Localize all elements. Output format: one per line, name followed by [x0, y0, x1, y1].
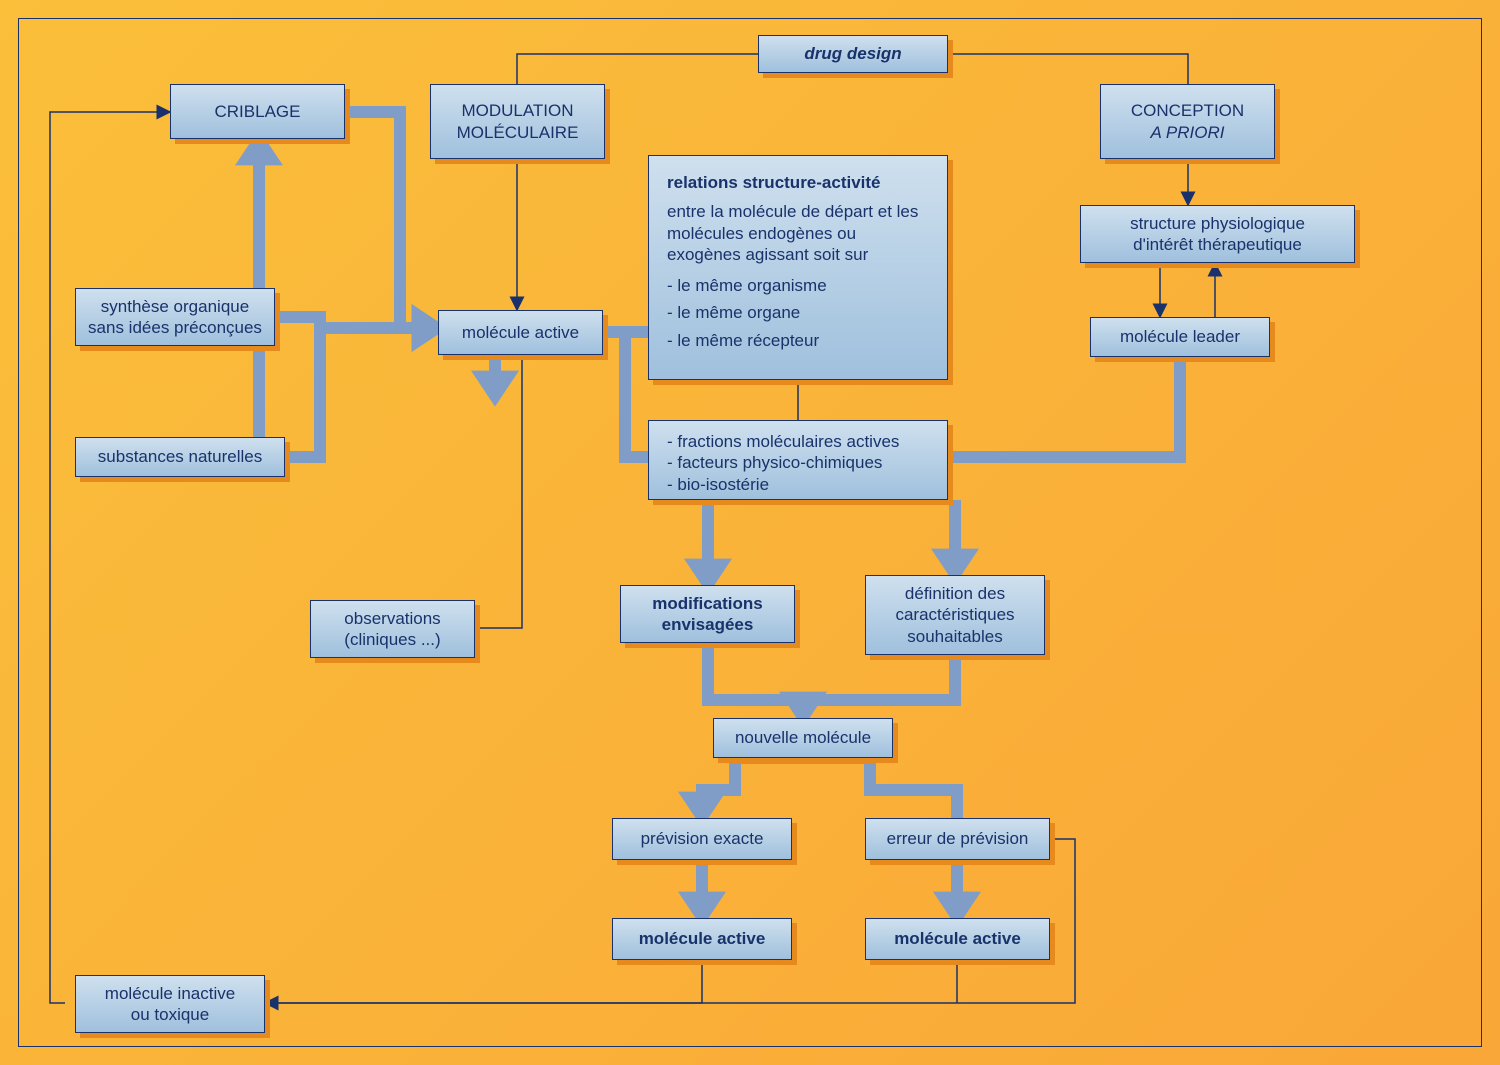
node-modifications: modifications envisagées [620, 585, 795, 643]
label: nouvelle molécule [735, 727, 871, 748]
label: erreur de prévision [887, 828, 1029, 849]
label: synthèse organique sans idées préconçues [88, 296, 262, 339]
node-molecule-inactive: molécule inactive ou toxique [75, 975, 265, 1033]
node-synthese: synthèse organique sans idées préconçues [75, 288, 275, 346]
node-relations: relations structure-activité entre la mo… [648, 155, 948, 380]
item: - bio-isostérie [667, 474, 929, 495]
label: drug design [804, 43, 901, 64]
label: MODULATION MOLÉCULAIRE [457, 100, 579, 143]
node-substances: substances naturelles [75, 437, 285, 477]
item: - fractions moléculaires actives [667, 431, 929, 452]
node-molecule-leader: molécule leader [1090, 317, 1270, 357]
label: définition des caractéristiques souhaita… [895, 583, 1014, 647]
node-prevision-exacte: prévision exacte [612, 818, 792, 860]
item: - le même organisme [667, 275, 929, 296]
node-criblage: CRIBLAGE [170, 84, 345, 139]
node-structure-physio: structure physiologique d'intérêt thérap… [1080, 205, 1355, 263]
item: - le même organe [667, 302, 929, 323]
label: molécule active [894, 928, 1021, 949]
label-line2: A PRIORI [1151, 123, 1225, 142]
node-conception: CONCEPTION A PRIORI [1100, 84, 1275, 159]
label: modifications envisagées [652, 593, 763, 636]
label: CRIBLAGE [215, 101, 301, 122]
label: substances naturelles [98, 446, 262, 467]
title: relations structure-activité [667, 172, 929, 193]
node-fractions: - fractions moléculaires actives - facte… [648, 420, 948, 500]
label: prévision exacte [641, 828, 764, 849]
label-line1: CONCEPTION [1131, 101, 1244, 120]
label: molécule active [639, 928, 766, 949]
node-modulation: MODULATION MOLÉCULAIRE [430, 84, 605, 159]
item: - facteurs physico-chimiques [667, 452, 929, 473]
paragraph: entre la molécule de départ et les moléc… [667, 201, 929, 265]
node-molecule-active-right: molécule active [865, 918, 1050, 960]
label: molécule active [462, 322, 579, 343]
node-erreur-prevision: erreur de prévision [865, 818, 1050, 860]
label: molécule inactive ou toxique [105, 983, 235, 1026]
label: molécule leader [1120, 326, 1240, 347]
item: - le même récepteur [667, 330, 929, 351]
label: observations (cliniques ...) [344, 608, 440, 651]
node-nouvelle: nouvelle molécule [713, 718, 893, 758]
label: structure physiologique d'intérêt thérap… [1130, 213, 1305, 256]
node-molecule-active-left: molécule active [612, 918, 792, 960]
node-observations: observations (cliniques ...) [310, 600, 475, 658]
node-definition: définition des caractéristiques souhaita… [865, 575, 1045, 655]
node-drug-design: drug design [758, 35, 948, 73]
node-molecule-active: molécule active [438, 310, 603, 355]
